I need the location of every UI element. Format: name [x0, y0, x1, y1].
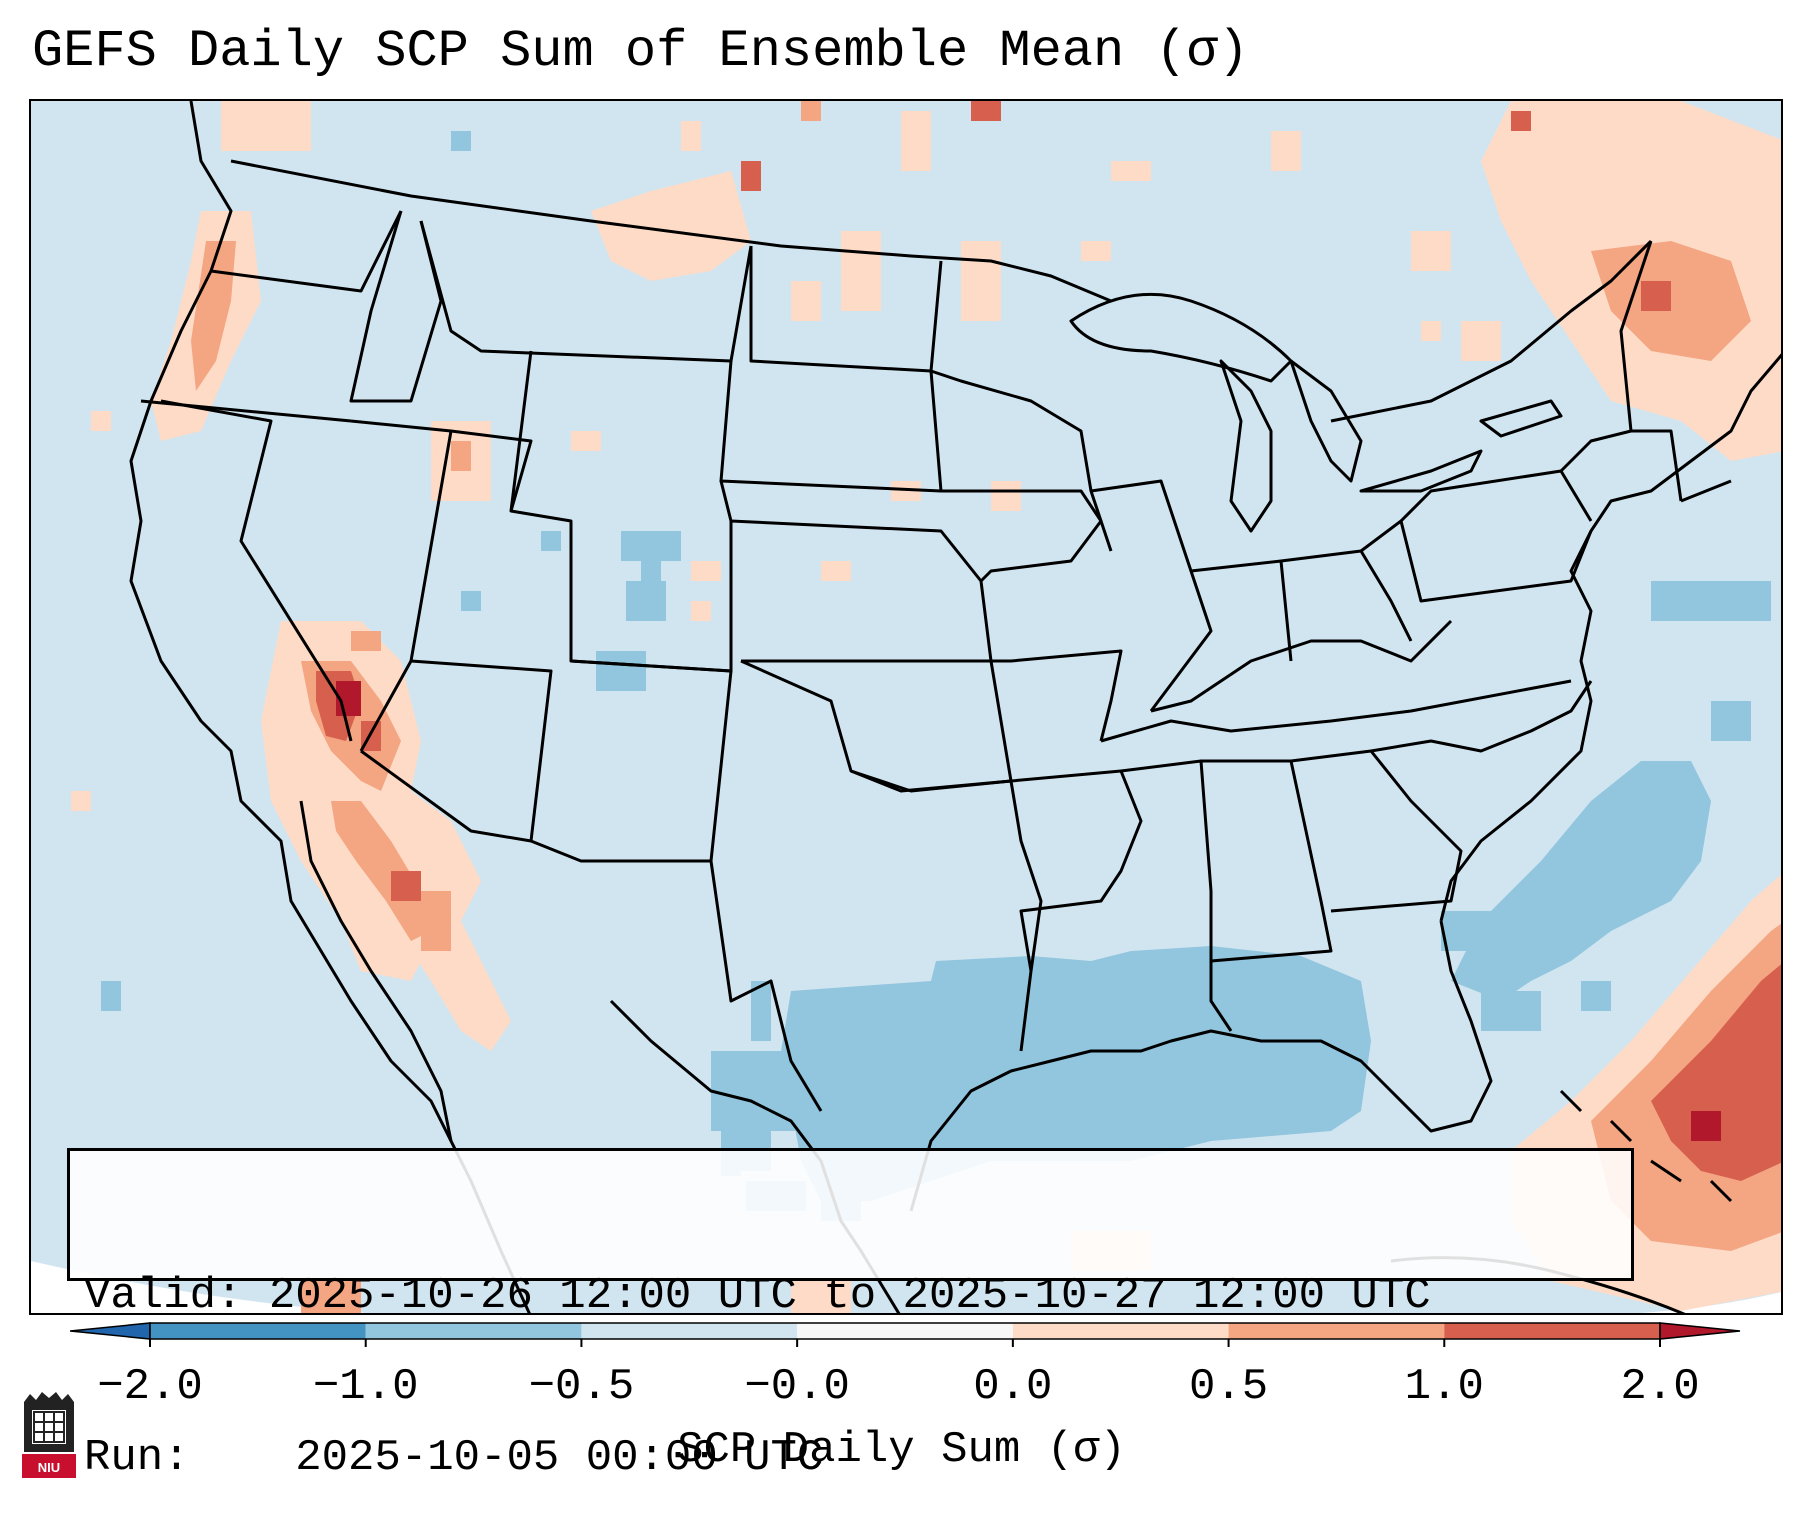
canada-positive-cell	[1111, 161, 1151, 181]
valid-time-box: Valid: 2025-10-26 12:00 UTC to 2025-10-2…	[67, 1148, 1634, 1483]
valid-line: Valid: 2025-10-26 12:00 UTC to 2025-10-2…	[84, 1269, 1631, 1323]
chart-title: GEFS Daily SCP Sum of Ensemble Mean (σ)	[32, 22, 1249, 81]
projection-edge-right	[1641, 1291, 1781, 1313]
atlantic-very-strong-field	[1651, 964, 1781, 1181]
colorbar-bin	[1012, 1323, 1229, 1339]
atlantic-negative-cell	[1441, 911, 1491, 951]
state-borders	[140, 159, 1732, 1112]
colorbar-bin	[581, 1323, 798, 1339]
bahamas-max-cell	[1691, 1111, 1721, 1141]
run-line: Run: 2025-10-05 00:00 UTC	[84, 1431, 1631, 1485]
colorbar-label: SCP Daily Sum (σ)	[677, 1425, 1126, 1475]
baja-strong-field	[331, 801, 431, 941]
quebec-positive-cell	[1461, 321, 1501, 361]
colorbar-tick-label: −0.5	[528, 1362, 635, 1412]
atlantic-negative-cell	[1581, 981, 1611, 1011]
texas-negative-cell	[751, 981, 771, 1041]
pacific-positive-cell	[71, 791, 91, 811]
kansas-positive-cell	[691, 601, 711, 621]
logo-text: NIU	[37, 1460, 61, 1475]
rockies-negative-cell	[626, 581, 666, 621]
yucatan-positive-cell	[791, 1281, 851, 1313]
atlantic-negative-cell	[1481, 991, 1541, 1031]
quebec-positive-cell	[1421, 321, 1441, 341]
wyoming-positive-cell	[571, 431, 601, 451]
canada-positive-cell	[681, 121, 701, 151]
valid-value: 2025-10-26 12:00 UTC to 2025-10-27 12:00…	[268, 1271, 1431, 1321]
missouri-positive-cell	[891, 481, 921, 501]
pacific-positive-cell	[91, 411, 111, 431]
minnesota-positive	[961, 241, 1001, 321]
canada-positive-field	[591, 171, 751, 281]
map-panel	[29, 99, 1783, 1315]
run-label: Run:	[84, 1433, 190, 1483]
colorbar-tick-label: −2.0	[97, 1362, 203, 1412]
nebraska-positive-cell	[691, 561, 721, 581]
colorbar-tick-marks	[149, 1339, 1661, 1347]
valid-label: Valid:	[84, 1271, 243, 1321]
pacific-northwest-strong	[191, 241, 236, 391]
ontario-positive-cell	[1271, 131, 1301, 171]
colorbar-tick-label: −1.0	[312, 1362, 419, 1412]
colorbar-outline	[149, 1322, 1661, 1340]
gulf-negative-field	[781, 946, 1371, 1201]
atlantic-negative-cell	[1651, 581, 1771, 621]
northeast-strong-cell	[1641, 281, 1671, 311]
canada-strong-cell	[741, 161, 761, 191]
colorbar	[70, 1322, 1741, 1347]
colorbar-tick-label: 1.0	[1404, 1362, 1484, 1412]
colorbar-bin	[150, 1323, 366, 1339]
rockies-negative-cell	[621, 531, 681, 561]
colorbar-bin	[797, 1323, 1013, 1339]
projection-edge-left	[31, 1261, 367, 1313]
scp-map	[31, 101, 1781, 1313]
canada-negative-cell	[451, 131, 471, 151]
rockies-negative-cell	[461, 591, 481, 611]
ontario-positive-cell	[1411, 231, 1451, 271]
colorbar-tick-label: 0.5	[1188, 1362, 1269, 1412]
canada-positive-cell	[801, 101, 821, 121]
baja-cell	[421, 891, 451, 951]
idaho-positive-cell	[451, 441, 471, 471]
colorbar-extend-low	[70, 1322, 151, 1340]
iowa-positive-cell	[991, 481, 1021, 511]
rockies-negative-cell	[541, 531, 561, 551]
atlantic-negative-cell	[1711, 701, 1751, 741]
colorbar-extend-high	[1659, 1322, 1741, 1340]
bc-positive-cell	[221, 101, 311, 151]
baja-strong-cell	[391, 871, 421, 901]
atlantic-negative-cell	[1591, 891, 1621, 921]
southwest-cell	[351, 631, 381, 651]
north-dakota-positive	[841, 231, 881, 311]
colorbar-bins	[70, 1322, 1741, 1340]
pacific-negative-cell	[101, 981, 121, 1011]
canada-strong-cell	[971, 101, 1001, 121]
run-value: 2025-10-05 00:00 UTC	[295, 1433, 824, 1483]
kansas-positive-cell	[821, 561, 851, 581]
plains-positive-cell	[791, 281, 821, 321]
quebec-strong-cell	[1511, 111, 1531, 131]
rockies-negative-cell	[596, 651, 646, 691]
atlantic-negative-field	[1451, 761, 1711, 1001]
mexico-positive-cell	[301, 1281, 361, 1313]
colorbar-tick-label: −0.0	[744, 1362, 850, 1412]
colorbar-bin	[365, 1323, 582, 1339]
niu-logo-icon	[22, 1392, 76, 1478]
colorbar-bin	[1228, 1323, 1445, 1339]
colorbar-tick-label: 0.0	[973, 1362, 1053, 1412]
canada-positive-cell	[1081, 241, 1111, 261]
colorbar-bin	[1444, 1323, 1660, 1339]
canada-positive-cell	[901, 111, 931, 171]
colorbar-tick-label: 2.0	[1620, 1362, 1700, 1412]
